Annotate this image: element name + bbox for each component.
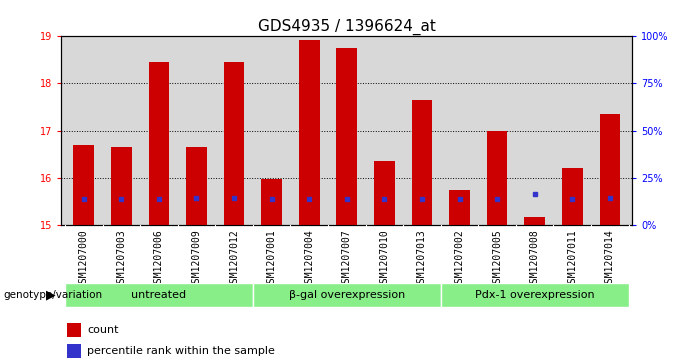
Bar: [111, 147, 132, 225]
Text: GSM1207006: GSM1207006: [154, 230, 164, 289]
Bar: [411, 100, 432, 225]
Text: GSM1207008: GSM1207008: [530, 230, 540, 289]
Text: β-gal overexpression: β-gal overexpression: [289, 290, 405, 300]
Bar: [65, 283, 253, 307]
Text: ▶: ▶: [46, 288, 56, 301]
Text: GSM1207001: GSM1207001: [267, 230, 277, 289]
Text: Pdx-1 overexpression: Pdx-1 overexpression: [475, 290, 594, 300]
Text: GSM1207003: GSM1207003: [116, 230, 126, 289]
Bar: [562, 168, 583, 225]
Bar: [261, 179, 282, 225]
Text: GSM1207002: GSM1207002: [454, 230, 464, 289]
Bar: [600, 114, 620, 225]
Bar: [524, 217, 545, 225]
Text: percentile rank within the sample: percentile rank within the sample: [87, 346, 275, 356]
Text: GSM1207013: GSM1207013: [417, 230, 427, 289]
Text: untreated: untreated: [131, 290, 186, 300]
Bar: [67, 344, 81, 358]
Text: genotype/variation: genotype/variation: [3, 290, 103, 300]
Text: GSM1207009: GSM1207009: [192, 230, 201, 289]
Bar: [374, 161, 394, 225]
Text: GSM1207014: GSM1207014: [605, 230, 615, 289]
Text: GSM1207007: GSM1207007: [342, 230, 352, 289]
Text: GSM1207005: GSM1207005: [492, 230, 502, 289]
Text: GSM1207004: GSM1207004: [304, 230, 314, 289]
Bar: [441, 283, 628, 307]
Bar: [224, 62, 244, 225]
Bar: [337, 48, 357, 225]
Bar: [449, 189, 470, 225]
Text: GSM1207000: GSM1207000: [79, 230, 89, 289]
Text: GSM1207012: GSM1207012: [229, 230, 239, 289]
Bar: [487, 131, 507, 225]
Title: GDS4935 / 1396624_at: GDS4935 / 1396624_at: [258, 19, 436, 35]
Bar: [73, 145, 94, 225]
Text: count: count: [87, 325, 118, 335]
Bar: [299, 40, 320, 225]
Bar: [253, 283, 441, 307]
Bar: [186, 147, 207, 225]
Text: GSM1207010: GSM1207010: [379, 230, 390, 289]
Bar: [67, 323, 81, 337]
Text: GSM1207011: GSM1207011: [567, 230, 577, 289]
Bar: [148, 62, 169, 225]
